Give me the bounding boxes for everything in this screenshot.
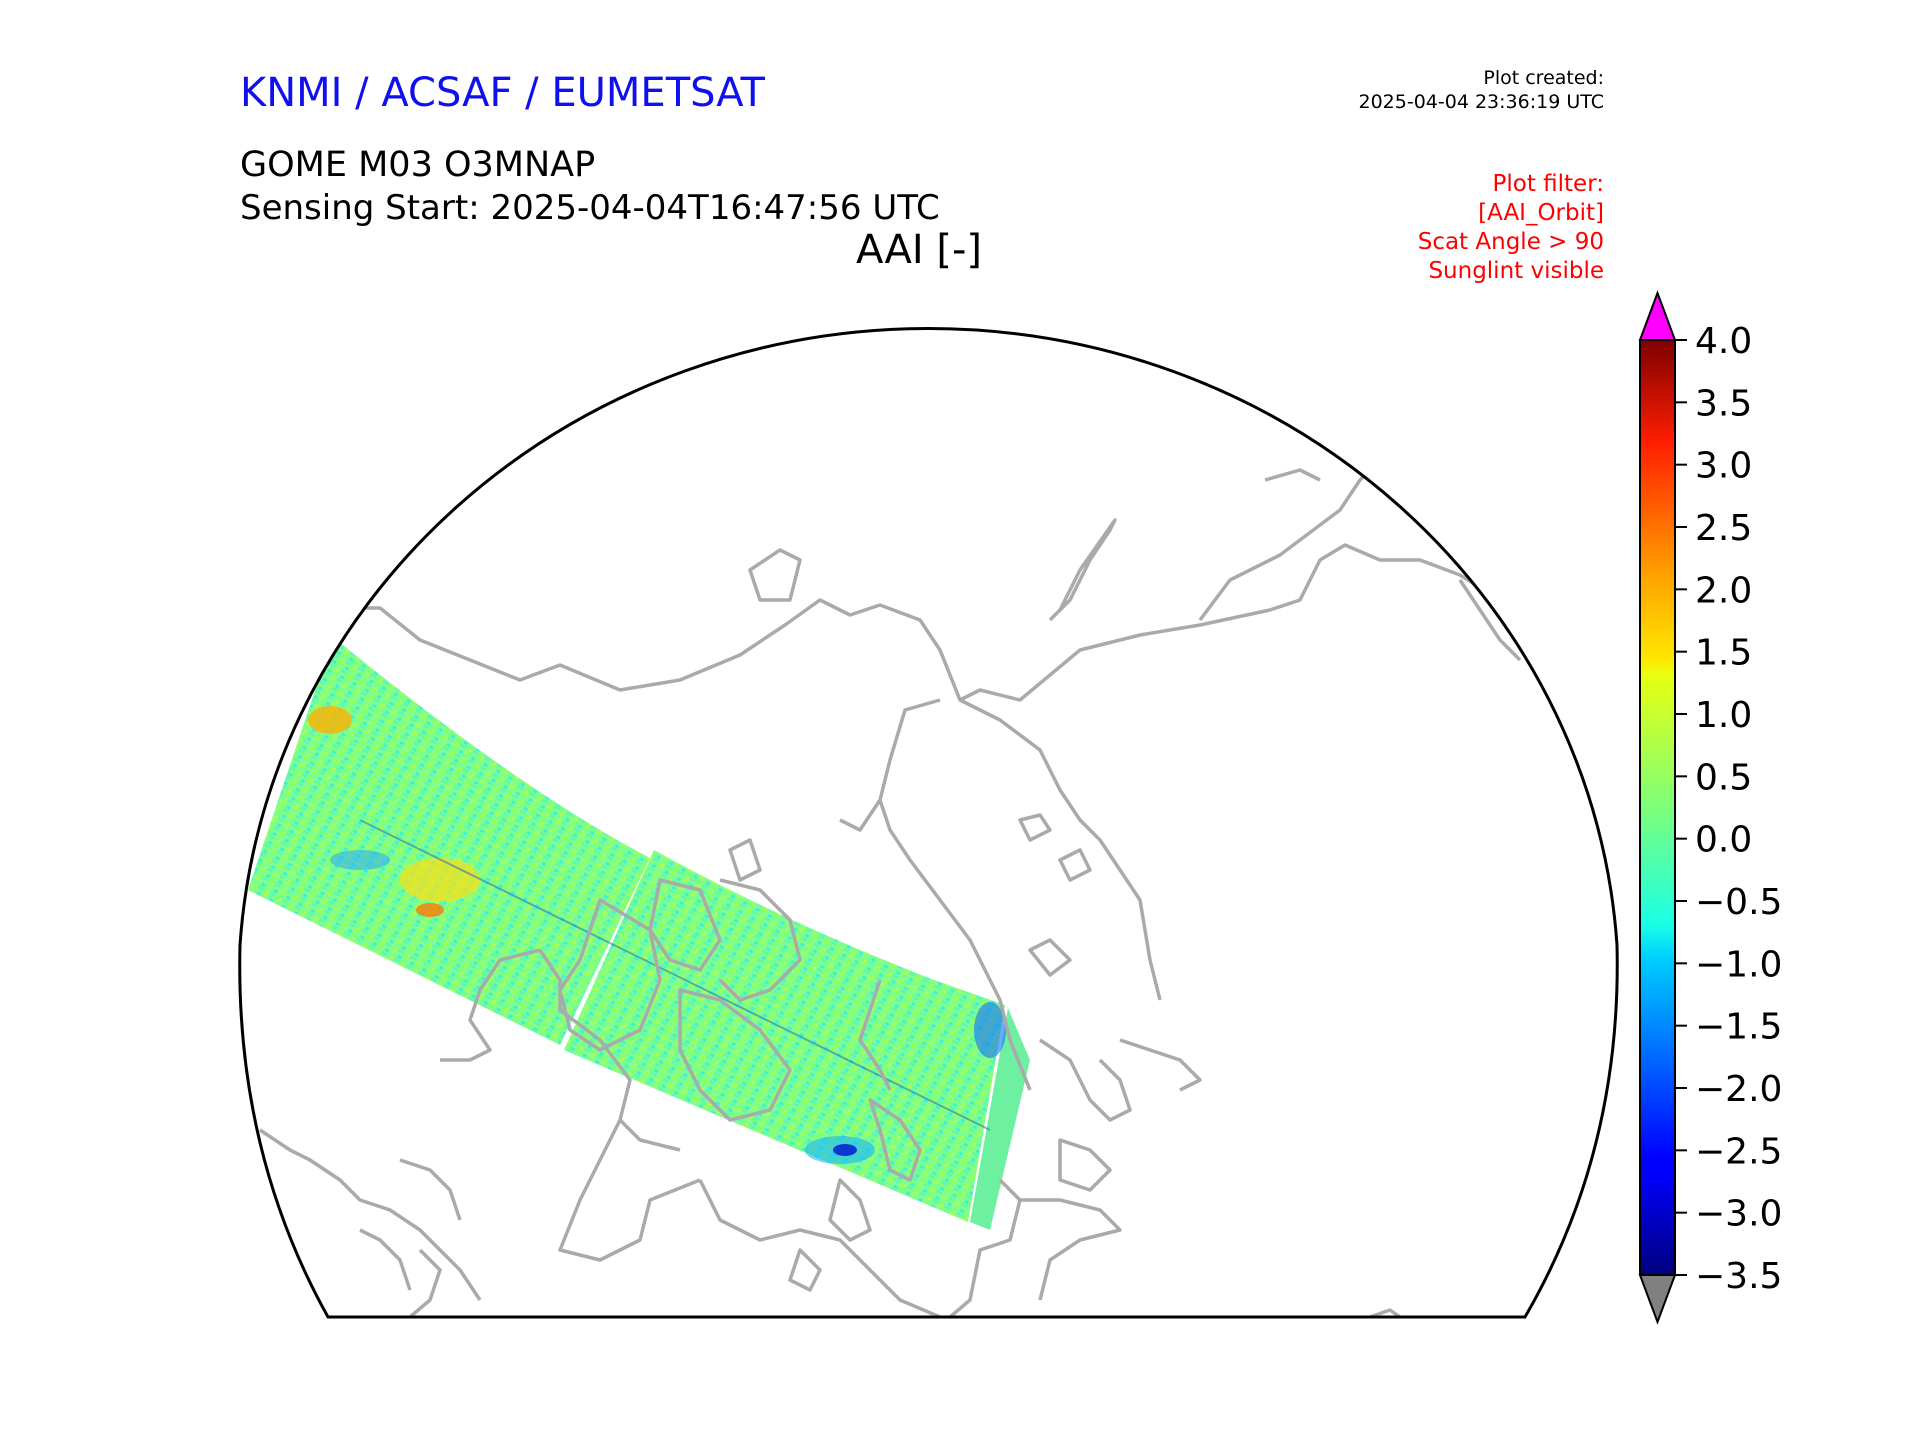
aai-anomaly [833,1144,857,1156]
coastline [718,878,802,1002]
plot-filter-line: Sunglint visible [1428,258,1604,284]
colorbar-tick-label: 2.5 [1695,508,1752,549]
colorbar-tick-label: 3.0 [1695,446,1752,487]
coastline [878,799,1032,1091]
aai-swath [248,637,1030,1230]
colorbar-tick-label: −1.5 [1695,1007,1782,1048]
colorbar-tick-label: 0.5 [1695,757,1752,798]
coastline [858,979,892,1091]
colorbar-tick-label: −3.5 [1695,1256,1782,1297]
colorbar-tick-label: −1.0 [1695,944,1782,985]
coastline [868,1098,922,1182]
map-area [248,439,1522,1317]
colorbar-tick-label: 1.0 [1695,695,1752,736]
coastline [1058,848,1092,882]
plot-filter-line: [AAI_Orbit] [1478,200,1604,226]
coastline [340,543,1522,702]
coastline [678,988,792,1122]
aai-anomaly [308,706,352,734]
coastline [698,1179,941,1317]
colorbar-tick-label: 2.0 [1695,570,1752,611]
aai-swath-segment [564,850,1005,1222]
colorbar-tick-label: −0.5 [1695,882,1782,923]
colorbar-tick-label: −3.0 [1695,1194,1782,1235]
coastline [788,1248,822,1292]
coastline [728,838,762,882]
colorbar: 4.0 3.5 3.0 2.5 2.0 1.5 1.0 0.5 0.0 −0.5 −1.0 −1.5 −… [1638,290,1782,1325]
coastline [1028,938,1072,977]
coastline [1048,518,1117,622]
coastline [399,1158,462,1221]
aai-swath-segment [970,1008,1030,1230]
colorbar-over-arrow [1638,290,1677,341]
coastline [538,949,681,1152]
coastline [1119,1038,1202,1092]
coastline [948,1178,1022,1317]
coastline [558,1119,701,1262]
coastline [1018,813,1052,842]
colorbar-gradient [1639,339,1676,1276]
colorbar-tick-label: −2.0 [1695,1069,1782,1110]
plot-created: Plot created: 2025-04-04 23:36:19 UTC [1359,66,1605,114]
coastline [1369,1308,1402,1317]
coastline [408,1248,442,1317]
coastline [959,698,1162,1001]
coastline [1264,468,1321,482]
colorbar-tick-label: 0.0 [1695,820,1752,861]
product-title: GOME M03 O3MNAP [240,145,596,185]
aai-swath-segment [248,637,650,1045]
colorbar-tick-label: 3.5 [1695,383,1752,424]
coastline [359,1228,412,1291]
coastline [558,898,662,1052]
aai-anomaly [416,903,444,917]
quantity-title: AAI [-] [856,227,982,273]
plot-filter: Plot filter: [AAI_Orbit] Scat Angle > 90… [1418,170,1604,286]
colorbar-tick-label: 1.5 [1695,633,1752,674]
coastline [259,1128,482,1301]
coastline [1058,1138,1112,1192]
coastline [1020,1198,1122,1301]
aai-anomaly [330,850,390,870]
coastline [839,698,941,832]
map-boundary [238,327,1619,1319]
coastline [1458,579,1522,662]
sensing-start: Sensing Start: 2025-04-04T16:47:56 UTC [240,188,940,228]
plot-filter-line: Plot filter: [1492,171,1604,197]
coastline [748,548,802,602]
colorbar-under-arrow [1638,1274,1677,1325]
coastline [1039,1038,1132,1122]
coastline [440,948,541,1062]
coastline [828,1178,872,1242]
aai-anomaly [400,858,480,902]
plot-filter-line: Scat Angle > 90 [1417,229,1604,255]
colorbar-tick-label: 4.0 [1695,321,1752,362]
plot-created-timestamp: 2025-04-04 23:36:19 UTC [1358,91,1605,113]
organization-title: KNMI / ACSAF / EUMETSAT [240,70,765,116]
colorbar-tick-label: −2.5 [1695,1131,1782,1172]
plot-created-label: Plot created: [1483,67,1604,89]
aai-anomaly [974,1002,1006,1058]
